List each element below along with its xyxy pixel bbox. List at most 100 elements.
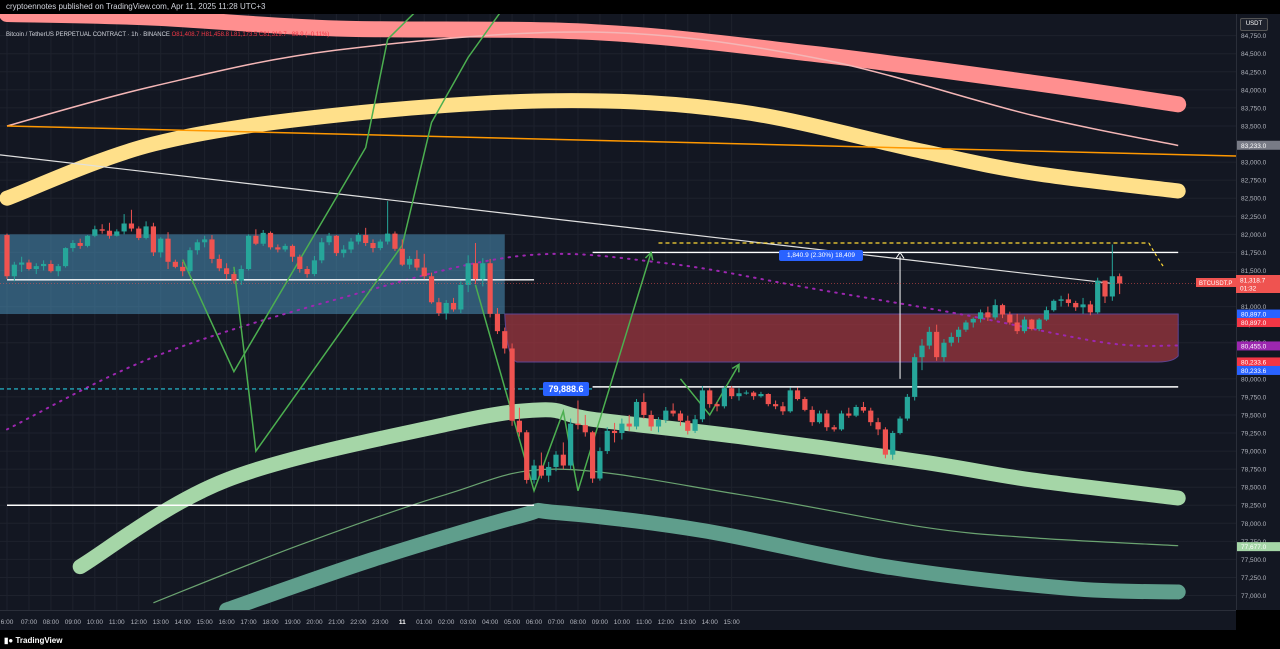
candle-body [714, 404, 720, 407]
candle [399, 239, 405, 267]
price-chart-svg[interactable] [0, 14, 1236, 610]
candle-body [1109, 276, 1115, 297]
chart-pane[interactable]: Bitcoin / TetherUS PERPETUAL CONTRACT · … [0, 14, 1236, 610]
candle [853, 404, 859, 418]
candle [619, 418, 625, 440]
publisher-text: cryptoennotes published on TradingView.c… [6, 2, 266, 11]
candle [765, 393, 771, 407]
candle [443, 300, 449, 320]
candle [267, 231, 274, 250]
time-tick-label: 6:00 [1, 619, 14, 626]
candle [897, 416, 903, 435]
price-tag-text: 83,233.0 [1241, 143, 1267, 150]
candle [136, 226, 142, 241]
price-axis-svg[interactable]: 84,750.0 84,500.0 84,250.0 84,000.0 83,750.0… [1237, 14, 1280, 610]
candle-body [158, 238, 164, 253]
candle [289, 244, 296, 262]
candle [260, 230, 266, 246]
price-marker-label: 79,888.6 [543, 382, 589, 396]
time-tick-label: 09:00 [65, 619, 82, 626]
candle-body [1095, 280, 1101, 313]
candle-body [392, 233, 398, 249]
candle-body [355, 235, 361, 242]
candle [560, 442, 566, 470]
tradingview-logo-icon[interactable]: ▮● TradingView [4, 636, 63, 645]
price-tag-text: 80,897.0 [1241, 320, 1267, 327]
candle-body [1021, 319, 1028, 332]
candle [831, 425, 837, 432]
resistance-zone-red [504, 313, 1179, 363]
candle-body [692, 419, 698, 431]
green-arrow-head [731, 363, 740, 373]
candle [187, 247, 193, 274]
thin-green-band-line [153, 468, 1179, 604]
candle [611, 422, 618, 443]
time-tick-label: 11:00 [636, 619, 652, 626]
price-tick-label: 79,000.0 [1241, 449, 1267, 456]
candle-body [707, 390, 713, 405]
candle [370, 239, 376, 253]
candle-body [1007, 314, 1013, 323]
candle [428, 272, 435, 304]
candle-body [260, 232, 266, 244]
green-projection-path [474, 252, 652, 494]
price-tag-text: 80,233.6 [1241, 368, 1267, 375]
candle [714, 401, 720, 412]
candle [180, 261, 186, 277]
price-tick-label: 84,750.0 [1241, 33, 1267, 40]
candle-body [297, 256, 303, 270]
candle [890, 430, 896, 460]
candle [450, 297, 457, 312]
candle [751, 391, 757, 400]
price-tick-label: 81,750.0 [1241, 250, 1267, 257]
candle-body [780, 406, 786, 412]
candle-body [736, 393, 742, 397]
time-tick-label: 05:00 [504, 619, 521, 626]
price-tick-label: 83,000.0 [1241, 160, 1267, 167]
candle [487, 258, 493, 318]
candle [1073, 300, 1079, 311]
candle-body [751, 392, 757, 397]
candle-body [472, 263, 479, 280]
price-tick-label: 79,250.0 [1241, 431, 1267, 438]
candle [546, 461, 552, 483]
candle-body [597, 451, 603, 479]
last-price-bg [1236, 274, 1280, 293]
candle-body [575, 423, 581, 426]
time-tick-label: 18:00 [262, 619, 279, 626]
candle [502, 327, 508, 354]
price-tag [1237, 309, 1280, 319]
candle-body [655, 420, 662, 427]
time-axis-svg[interactable]: 6:00 07:00 08:00 09:00 10:00 11:00 12:00 13:00 1… [0, 611, 1236, 631]
candle-body [758, 393, 764, 397]
price-tick-label: 78,500.0 [1241, 485, 1267, 492]
candle-body [216, 258, 222, 269]
time-axis[interactable]: 6:00 07:00 08:00 09:00 10:00 11:00 12:00 13:00 1… [0, 610, 1236, 631]
candle [992, 299, 998, 320]
candle-body [224, 268, 230, 275]
candle [956, 326, 962, 343]
price-axis[interactable]: 84,750.0 84,500.0 84,250.0 84,000.0 83,750.0… [1236, 14, 1280, 610]
candle-body [1087, 304, 1093, 313]
candle [55, 263, 61, 277]
candle-body [377, 241, 383, 249]
time-tick-label: 23:00 [372, 619, 389, 626]
time-tick-label: 14:00 [175, 619, 192, 626]
candle [1109, 244, 1115, 301]
candle-body [136, 228, 142, 238]
candle [297, 254, 303, 273]
publisher-header: cryptoennotes published on TradingView.c… [0, 0, 1280, 14]
price-tick-label: 82,000.0 [1241, 232, 1267, 239]
candle-body [516, 420, 522, 433]
candle [1080, 297, 1086, 314]
price-tick-label: 78,750.0 [1241, 467, 1267, 474]
candle [685, 415, 691, 435]
symbol-legend: Bitcoin / TetherUS PERPETUAL CONTRACT · … [6, 32, 329, 38]
candle-body [99, 229, 105, 231]
currency-button[interactable]: USDT [1240, 18, 1268, 31]
candle-body [304, 269, 310, 275]
price-tag [1237, 140, 1280, 150]
price-tag-text: 80,233.6 [1241, 359, 1267, 366]
candle-body [619, 423, 625, 434]
candle [655, 417, 662, 433]
